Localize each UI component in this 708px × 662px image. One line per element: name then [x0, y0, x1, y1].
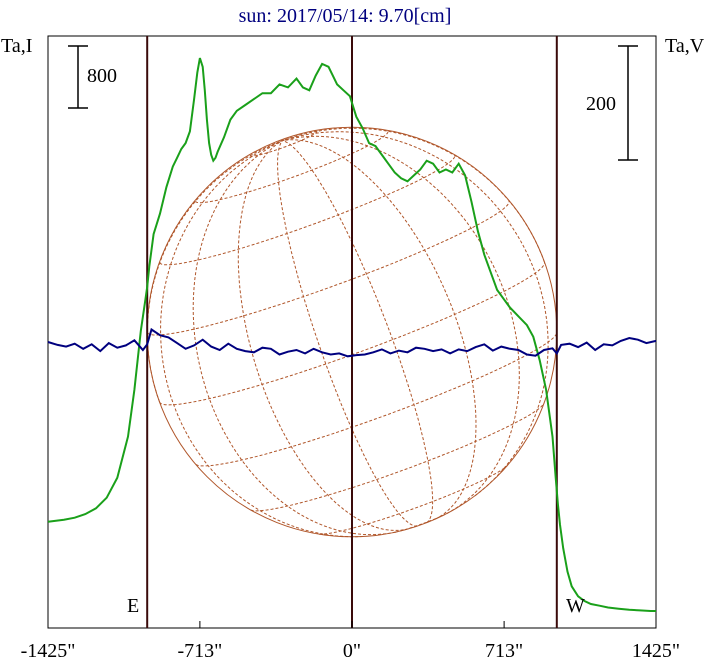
disk-parallel	[395, 512, 448, 533]
disk-parallel	[159, 261, 546, 406]
disk-meridian	[160, 140, 364, 538]
disk-meridian	[282, 131, 549, 497]
disk-parallel	[195, 332, 558, 467]
disk-parallel	[249, 131, 318, 157]
east-limb-label: E	[127, 595, 139, 617]
disk-meridian	[282, 127, 545, 263]
disk-meridian	[282, 135, 520, 514]
stokes-i-series-line	[47, 57, 656, 612]
x-tick-label: -1425"	[21, 640, 76, 662]
west-limb-label: W	[566, 595, 585, 617]
disk-parallel	[194, 131, 389, 204]
x-tick-label: 0"	[343, 640, 361, 662]
stokes-v-series-line	[47, 327, 657, 358]
chart-title: sun: 2017/05/14: 9.70[cm]	[239, 5, 452, 27]
x-tick-label: -713"	[177, 640, 222, 662]
disk-meridian	[282, 140, 434, 524]
right-axis-label: Ta,V	[665, 35, 705, 57]
x-axis-ticks: -1425" -713" 0" 713" 1425"	[21, 621, 680, 662]
x-tick-label: 713"	[485, 640, 523, 662]
disk-meridian	[277, 140, 418, 527]
disk-parallel	[146, 200, 510, 336]
disk-parallel	[318, 465, 508, 535]
left-axis-label: Ta,I	[1, 35, 32, 57]
disk-meridian	[282, 139, 477, 520]
disk-parallel	[250, 403, 545, 512]
x-tick-label: 1425"	[632, 640, 680, 662]
scale-bar-i-label: 800	[87, 65, 117, 87]
disk-meridian	[146, 140, 283, 403]
scale-bar-i: 800	[68, 45, 117, 109]
scale-bar-v: 200	[586, 45, 638, 161]
disk-meridian	[237, 140, 409, 531]
disk-meridian	[192, 140, 396, 536]
scale-bar-v-label: 200	[586, 93, 616, 115]
